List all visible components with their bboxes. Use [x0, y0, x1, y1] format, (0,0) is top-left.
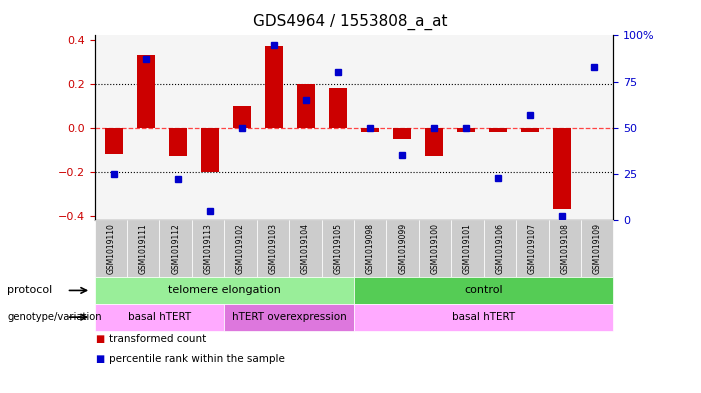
Bar: [426, 128, 443, 156]
Text: GSM1019110: GSM1019110: [107, 223, 116, 274]
Bar: [457, 128, 475, 132]
Text: GSM1019102: GSM1019102: [236, 223, 245, 274]
Bar: [393, 128, 411, 139]
Bar: [522, 128, 539, 132]
Text: GSM1019100: GSM1019100: [430, 223, 440, 274]
Text: GSM1019099: GSM1019099: [398, 223, 407, 274]
Text: GSM1019111: GSM1019111: [139, 223, 148, 274]
Bar: [297, 84, 315, 128]
Text: GSM1019103: GSM1019103: [268, 223, 278, 274]
Bar: [361, 128, 379, 132]
Bar: [553, 128, 571, 209]
Text: control: control: [464, 285, 503, 296]
Text: GSM1019106: GSM1019106: [496, 223, 505, 274]
Bar: [233, 106, 251, 128]
Text: hTERT overexpression: hTERT overexpression: [232, 312, 346, 322]
Text: GDS4964 / 1553808_a_at: GDS4964 / 1553808_a_at: [253, 14, 448, 30]
Text: genotype/variation: genotype/variation: [7, 312, 102, 322]
Bar: [489, 128, 507, 132]
Text: GSM1019112: GSM1019112: [171, 223, 180, 274]
Text: GSM1019107: GSM1019107: [528, 223, 537, 274]
Bar: [169, 128, 186, 156]
Bar: [329, 88, 347, 128]
Text: GSM1019108: GSM1019108: [560, 223, 569, 274]
Text: GSM1019101: GSM1019101: [463, 223, 472, 274]
Text: GSM1019113: GSM1019113: [203, 223, 212, 274]
Text: ■: ■: [95, 334, 104, 344]
Text: GSM1019105: GSM1019105: [333, 223, 342, 274]
Bar: [137, 55, 155, 128]
Text: ■: ■: [95, 354, 104, 364]
Text: percentile rank within the sample: percentile rank within the sample: [109, 354, 285, 364]
Bar: [201, 128, 219, 172]
Bar: [265, 46, 283, 128]
Text: basal hTERT: basal hTERT: [452, 312, 515, 322]
Bar: [105, 128, 123, 154]
Text: protocol: protocol: [7, 285, 53, 296]
Text: telomere elongation: telomere elongation: [168, 285, 281, 296]
Text: GSM1019098: GSM1019098: [366, 223, 375, 274]
Text: GSM1019109: GSM1019109: [592, 223, 601, 274]
Text: basal hTERT: basal hTERT: [128, 312, 191, 322]
Text: GSM1019104: GSM1019104: [301, 223, 310, 274]
Text: transformed count: transformed count: [109, 334, 206, 344]
